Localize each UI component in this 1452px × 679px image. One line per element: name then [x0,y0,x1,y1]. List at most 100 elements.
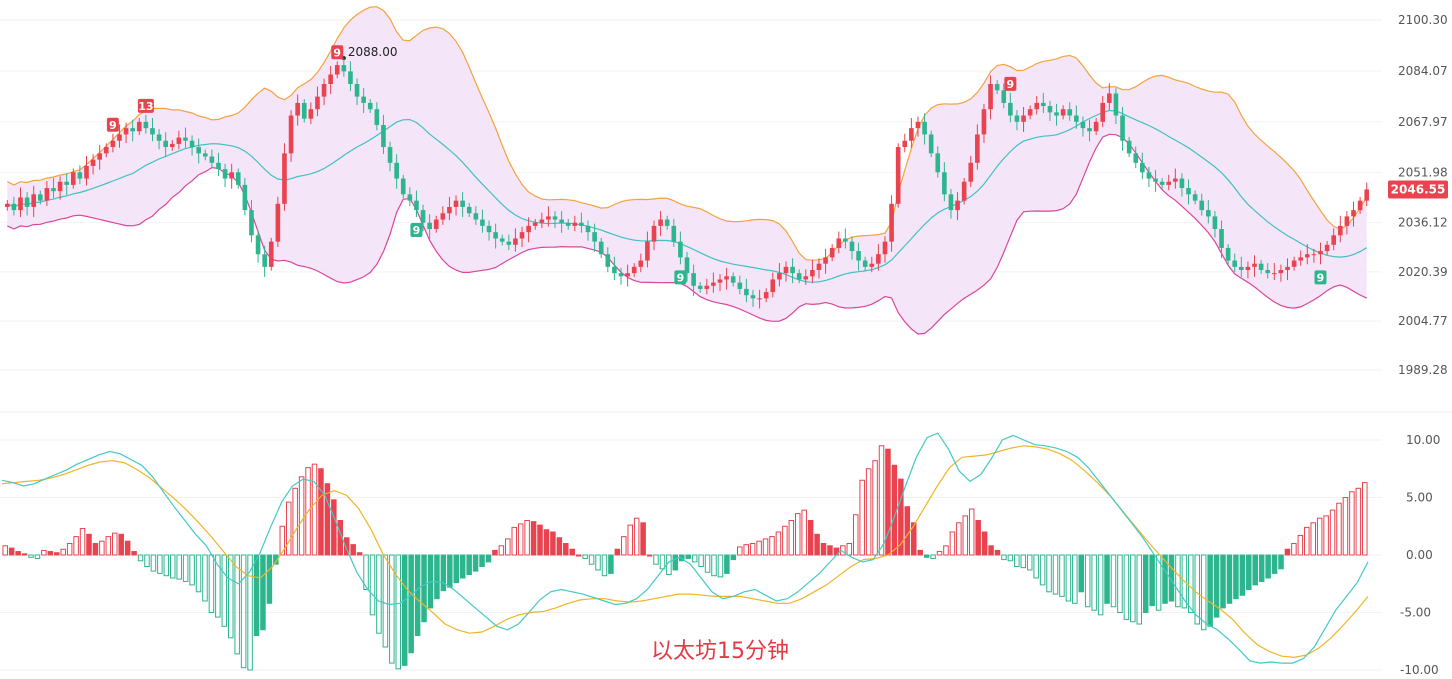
candle [249,200,254,243]
candle-body [11,203,17,211]
candle-body [994,83,1000,91]
current-price-tag-background [1388,180,1448,199]
candle [31,185,37,218]
macd-bar [550,531,556,556]
macd-bar [1039,554,1046,586]
candle-body [268,241,274,267]
macd-dea-line [1,445,1369,659]
macd-bar [627,524,633,556]
macd-bar [956,522,962,556]
candle [229,163,234,189]
candle [810,259,815,284]
candle-body [1324,244,1330,252]
candle [651,220,657,251]
candle [460,192,465,218]
candle-body [1100,102,1106,122]
macd-bar [1078,554,1085,593]
candle [361,88,366,114]
candle-body [796,273,802,280]
macd-bar [685,554,691,559]
candle-body [618,273,624,277]
candle [1265,263,1271,279]
candle [968,155,974,188]
macd-panel[interactable] [1,432,1369,671]
candle-body [1074,115,1079,122]
macd-bar [575,554,582,557]
candle-body [1120,115,1125,141]
macd-bar [1258,554,1265,582]
macd-bar [1110,554,1117,608]
candle-body [816,263,822,270]
candle [717,274,723,292]
candle-body [183,137,188,141]
macd-bar [79,528,86,556]
macd-bar [646,554,653,557]
price-panel[interactable]: 2088.00 9 13 9 9 9 9 9 [4,6,1370,335]
count-marker-label: 9 [109,119,117,132]
candle [24,192,30,216]
candle-body [539,219,545,223]
candle [1344,211,1350,235]
price-tick-label: 1989.28 [1398,363,1448,377]
macd-bar [1284,548,1291,556]
candle [598,237,604,259]
candle-body [123,128,129,135]
macd-bar [66,543,73,556]
candle-body [730,276,736,283]
candle [757,289,762,309]
candle-body [968,162,974,182]
macd-bar [311,463,318,556]
macd-bar [820,543,827,556]
candle [856,242,861,271]
current-price-tag[interactable]: 2046.55 [1388,180,1448,199]
candle-body [1027,109,1033,116]
candle-body [1245,266,1251,270]
candle [70,168,76,189]
candle-body [658,219,663,226]
candle [275,196,281,247]
macd-bar [1059,554,1065,597]
candle-body [1080,121,1086,129]
bollinger-middle-line [7,109,1368,283]
candle-body [763,292,769,299]
candle [1186,179,1191,205]
candle-body [1087,128,1092,132]
macd-bar [904,506,911,556]
candle-body [631,266,637,274]
candle [744,278,749,303]
macd-bar [1162,554,1168,604]
macd-bar [1310,522,1316,556]
macd-bar [724,554,730,574]
candle-body [486,225,492,233]
candle-body [308,109,314,119]
macd-bar [453,554,460,584]
candle-body [84,165,89,179]
macd-bar [1136,554,1143,625]
candle [546,206,551,227]
candle-body [315,96,320,110]
candle-body [513,238,518,245]
macd-bar [756,540,762,556]
sell-count-marker: 13 [137,98,154,113]
candle [1060,105,1066,120]
macd-bar [440,554,447,592]
candle-body [1351,210,1356,217]
candle [209,149,215,169]
candle [711,272,716,293]
candle [394,154,399,189]
macd-bar [1001,554,1007,561]
candle-body [354,83,360,97]
macd-tick-label: -10.00 [1400,663,1439,677]
macd-bar [614,548,621,556]
candle-body [895,147,901,204]
candle [1318,242,1323,265]
macd-bar [1052,554,1059,595]
macd-bar [221,554,228,627]
candle [381,114,386,154]
candle-body [4,203,10,207]
macd-bar [743,544,749,556]
macd-tick-label: 10.00 [1406,433,1440,447]
macd-bar [1239,554,1246,596]
candle-body [612,266,617,274]
candle [1153,170,1158,192]
